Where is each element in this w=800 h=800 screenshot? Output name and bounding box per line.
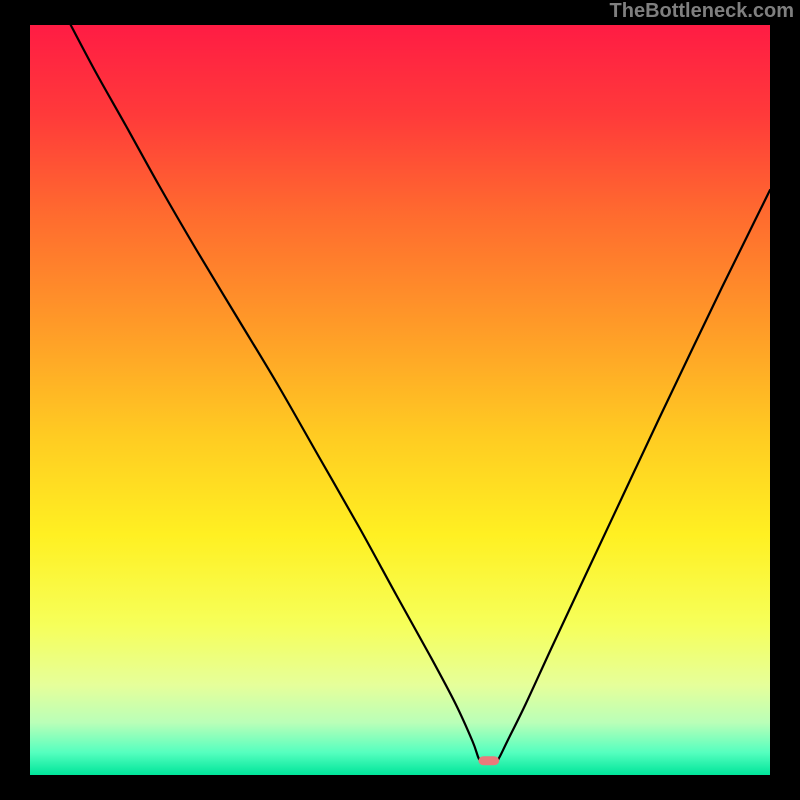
bottleneck-chart-svg	[0, 0, 800, 800]
optimal-point-marker	[478, 756, 499, 765]
chart-container: TheBottleneck.com	[0, 0, 800, 800]
watermark-text: TheBottleneck.com	[610, 0, 794, 23]
plot-background	[30, 25, 770, 775]
